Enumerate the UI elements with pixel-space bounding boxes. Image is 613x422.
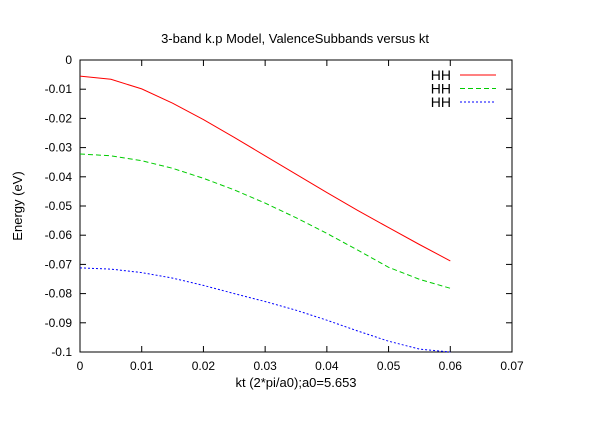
x-tick-label: 0.02 [192,359,216,373]
x-tick-label: 0.01 [130,359,154,373]
y-tick-label: -0.09 [45,316,73,330]
legend-label-3: HH [431,94,451,110]
y-tick-label: -0.1 [51,345,72,359]
x-tick-label: 0 [77,359,84,373]
x-tick-label: 0.03 [253,359,277,373]
y-axis-title: Energy (eV) [10,171,25,240]
x-axis: 0 0.01 0.02 0.03 0.04 0.05 0.06 0.07 [77,60,524,373]
y-tick-label: -0.08 [45,287,73,301]
y-tick-label: -0.02 [45,111,73,125]
y-tick-label: 0 [65,53,72,67]
x-tick-label: 0.04 [315,359,339,373]
y-tick-label: -0.05 [45,199,73,213]
series-line-2 [79,153,451,289]
x-tick-label: 0.07 [500,359,524,373]
y-tick-label: -0.06 [45,228,73,242]
series-line-1 [79,75,451,262]
y-tick-label: -0.07 [45,257,73,271]
x-tick-label: 0.06 [439,359,463,373]
series-line-3 [79,267,451,353]
y-tick-label: -0.03 [45,141,73,155]
legend-label-1: HH [431,67,451,83]
x-axis-title: kt (2*pi/a0);a0=5.653 [235,375,356,390]
y-tick-label: -0.01 [45,82,73,96]
chart-title: 3-band k.p Model, ValenceSubbands versus… [161,31,429,46]
series-layer [79,75,451,353]
y-tick-label: -0.04 [45,170,73,184]
y-axis: 0 -0.01 -0.02 -0.03 -0.04 -0.05 -0.06 -0.07 -0.0… [45,53,512,359]
x-tick-label: 0.05 [377,359,401,373]
legend-label-2: HH [431,81,451,97]
